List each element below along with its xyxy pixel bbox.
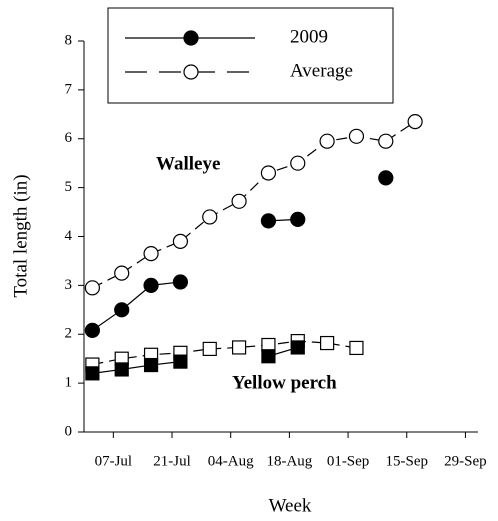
circle-marker xyxy=(202,209,218,225)
square-marker xyxy=(261,349,276,364)
square-marker xyxy=(290,340,305,355)
y-tick-label: 7 xyxy=(65,81,73,97)
square-marker xyxy=(114,362,129,377)
circle-marker xyxy=(143,277,159,293)
series-line xyxy=(92,340,357,366)
x-tick-label: 15-Sep xyxy=(385,453,428,469)
circle-marker xyxy=(378,133,394,149)
square-marker xyxy=(143,357,159,373)
y-tick-label: 1 xyxy=(65,375,73,391)
x-tick-label: 01-Sep xyxy=(327,453,370,469)
legend-label: 2009 xyxy=(290,26,328,47)
circle-marker xyxy=(114,302,130,318)
circle-marker xyxy=(172,233,189,249)
square-marker xyxy=(320,335,335,351)
x-tick-label: 29-Sep xyxy=(444,453,487,469)
circle-marker xyxy=(260,165,277,181)
circle-marker xyxy=(290,211,306,227)
y-tick-label: 4 xyxy=(65,228,73,244)
circle-marker xyxy=(290,155,306,171)
y-tick-label: 6 xyxy=(65,130,73,146)
circle-marker xyxy=(231,193,247,209)
group-label: Walleye xyxy=(156,153,220,174)
x-axis-title: Week xyxy=(269,495,312,516)
x-tick-label: 07-Jul xyxy=(95,453,133,469)
square-marker xyxy=(202,341,217,357)
square-marker xyxy=(349,340,364,356)
circle-marker xyxy=(348,128,365,144)
group-label: Yellow perch xyxy=(232,372,337,393)
y-tick-label: 5 xyxy=(65,179,73,195)
square-marker xyxy=(173,354,188,369)
x-tick-label: 21-Jul xyxy=(153,453,191,469)
y-tick-label: 0 xyxy=(65,423,73,439)
square-marker xyxy=(85,366,100,381)
y-axis-title: Total length (in) xyxy=(10,174,31,297)
circle-marker xyxy=(183,64,199,80)
x-tick-label: 18-Aug xyxy=(266,453,312,469)
series-line xyxy=(92,121,416,289)
legend-box xyxy=(107,7,394,104)
circle-marker xyxy=(143,246,159,262)
square-marker xyxy=(231,340,247,355)
y-tick-label: 3 xyxy=(65,277,73,293)
y-tick-label: 2 xyxy=(65,326,73,342)
circle-marker xyxy=(114,265,130,281)
circle-marker xyxy=(84,280,100,296)
circle-marker xyxy=(407,114,423,130)
y-tick-label: 8 xyxy=(65,32,73,48)
circle-marker xyxy=(378,170,394,186)
circle-marker xyxy=(172,274,189,290)
circle-marker xyxy=(319,133,335,149)
circle-marker xyxy=(260,213,277,229)
legend-label: Average xyxy=(290,60,353,81)
x-tick-label: 04-Aug xyxy=(208,453,254,469)
circle-marker xyxy=(84,322,100,338)
circle-marker xyxy=(183,30,199,46)
